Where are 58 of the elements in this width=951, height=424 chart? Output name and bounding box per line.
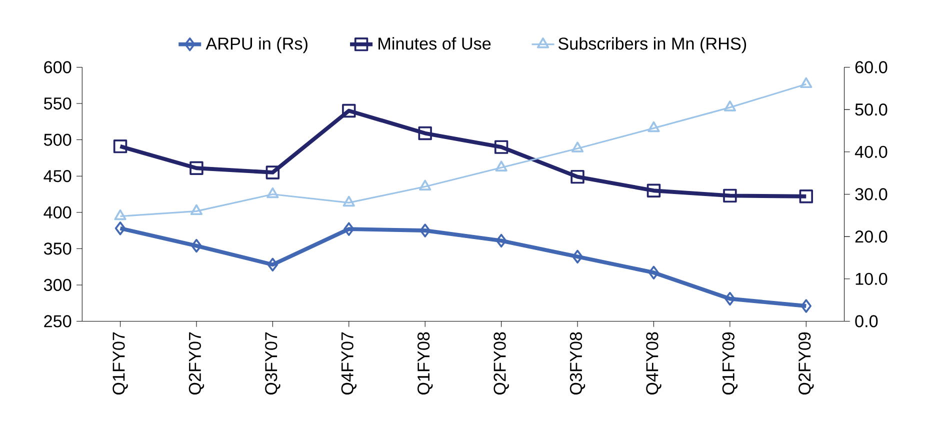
- x-tick-label: Q1FY08: [417, 332, 433, 395]
- point: [799, 190, 814, 204]
- point: [190, 161, 204, 175]
- point: [420, 224, 430, 238]
- x-tick-label: Q3FY08: [570, 332, 586, 395]
- point: [800, 77, 812, 88]
- point: [266, 166, 280, 180]
- y2-tick-label: 40.0: [854, 146, 888, 158]
- x-tick-label: Q2FY09: [798, 332, 814, 395]
- point: [646, 184, 661, 198]
- x-tick-label: Q2FY07: [188, 332, 204, 395]
- x-tick-label: Q3FY07: [265, 332, 280, 395]
- point: [418, 126, 432, 140]
- point: [344, 222, 354, 236]
- point: [342, 196, 355, 207]
- point: [648, 266, 660, 280]
- point: [723, 188, 737, 203]
- point: [267, 258, 278, 272]
- point: [114, 221, 126, 236]
- y2-tick-label: 60.0: [855, 61, 888, 74]
- point: [113, 139, 128, 154]
- y-tick-label: 350: [44, 242, 72, 255]
- point: [571, 142, 584, 152]
- point: [191, 238, 202, 253]
- y-tick-label: 550: [44, 97, 72, 110]
- point: [496, 234, 507, 248]
- point: [724, 292, 736, 306]
- x-tick-label: Q4FY08: [646, 332, 662, 395]
- legend-label: Subscribers in Mn (RHS): [558, 37, 746, 54]
- point: [648, 121, 660, 132]
- legend-label: Minutes of Use: [378, 37, 491, 50]
- y-tick-label: 450: [44, 170, 72, 182]
- point: [572, 250, 583, 264]
- y2-tick-label: 30.0: [855, 188, 888, 200]
- x-tick-label: Q4FY07: [341, 332, 356, 395]
- y-tick-label: 400: [44, 206, 72, 218]
- point: [724, 100, 736, 112]
- x-tick-label: Q1FY09: [722, 332, 738, 395]
- y-tick-label: 300: [44, 278, 72, 292]
- y2-tick-label: 50.0: [855, 103, 888, 116]
- y-tick-label: 250: [44, 315, 72, 328]
- point: [570, 170, 584, 184]
- y2-tick-label: 10.0: [856, 272, 888, 285]
- point: [419, 180, 432, 190]
- point: [266, 187, 279, 198]
- point: [342, 104, 356, 118]
- point: [114, 209, 126, 220]
- point: [190, 204, 203, 216]
- point: [495, 160, 508, 172]
- legend-label: ARPU in (Rs): [206, 37, 308, 54]
- y-tick-label: 600: [44, 61, 72, 74]
- y2-tick-label: 0.0: [855, 315, 878, 328]
- point: [494, 140, 508, 154]
- point: [800, 299, 812, 313]
- y-tick-label: 500: [44, 134, 72, 146]
- y2-tick-label: 20.0: [855, 230, 888, 243]
- x-tick-label: Q1FY07: [112, 332, 128, 395]
- x-tick-label: Q2FY08: [494, 332, 509, 395]
